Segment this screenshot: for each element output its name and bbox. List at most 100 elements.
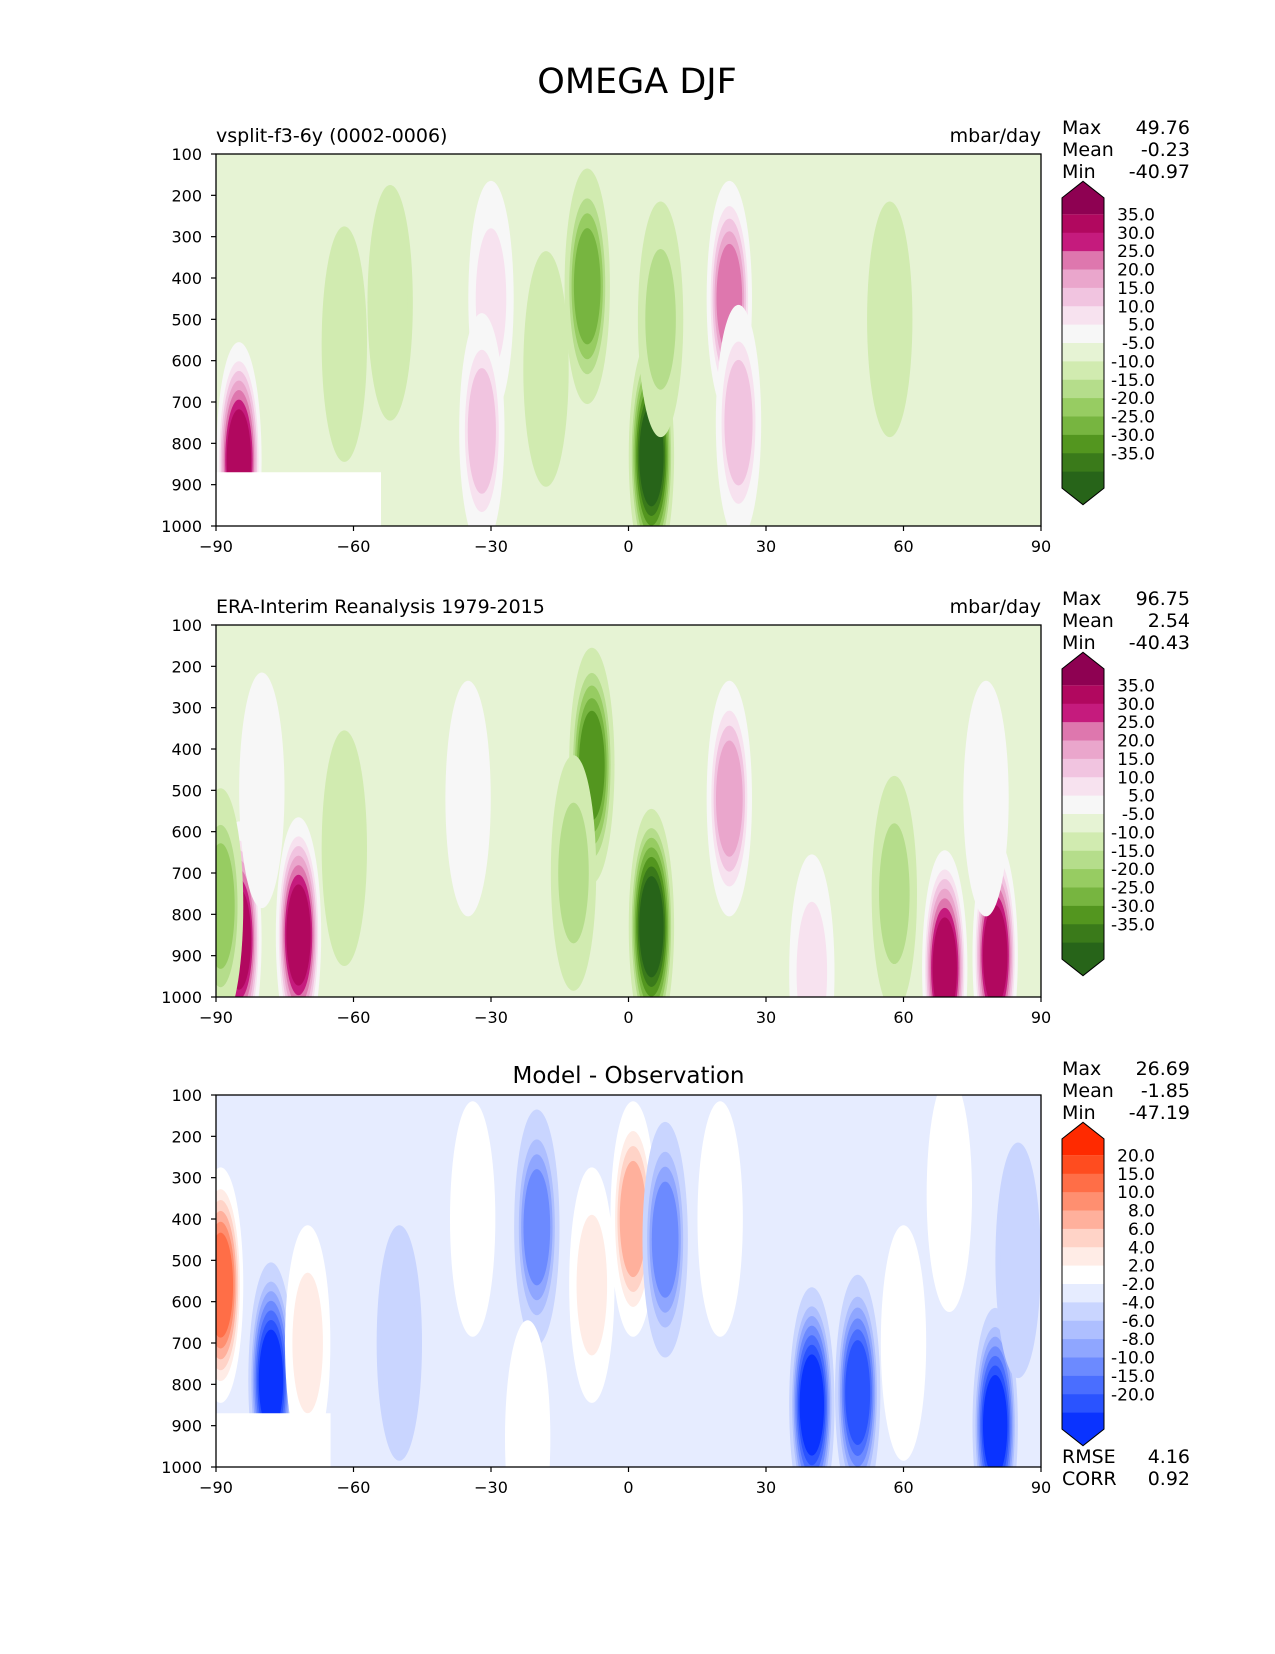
x-tick-label: 30 [756, 1008, 776, 1027]
colorbar-label: -10.0 [1111, 823, 1155, 843]
x-tick-label: −60 [337, 1478, 371, 1497]
y-tick-label: 900 [171, 1417, 202, 1436]
colorbar-label: -35.0 [1111, 915, 1155, 935]
contour-blob [724, 359, 753, 486]
colorbar-segment [1062, 924, 1104, 944]
colorbar-label: 25.0 [1117, 242, 1155, 262]
y-tick-label: 700 [171, 864, 202, 883]
x-tick-label: 0 [623, 537, 633, 556]
colorbar-segment [1062, 740, 1104, 760]
contour-blob [931, 1109, 967, 1279]
surface-mask [216, 472, 381, 526]
contour-blob [372, 218, 408, 388]
panel-title: Model - Observation [512, 1063, 744, 1089]
stat-label: Min [1062, 161, 1096, 183]
colorbar-label: 35.0 [1117, 676, 1155, 696]
stat-value: 2.54 [1148, 610, 1190, 632]
y-tick-label: 100 [171, 145, 202, 164]
colorbar-label: 20.0 [1117, 261, 1155, 281]
contour-blob [244, 706, 280, 875]
colorbar-segment [1062, 795, 1104, 815]
colorbar-segment [1062, 887, 1104, 907]
colorbar-segment [1062, 905, 1104, 925]
y-tick-label: 400 [171, 269, 202, 288]
y-tick-label: 600 [171, 1293, 202, 1312]
x-tick-label: −90 [199, 537, 233, 556]
colorbar-label: 6.0 [1128, 1220, 1155, 1240]
y-tick-label: 700 [171, 393, 202, 412]
colorbar-segment [1062, 343, 1104, 362]
colorbar-label: -35.0 [1111, 444, 1155, 464]
x-tick-label: −90 [199, 1478, 233, 1497]
contour-blob [639, 876, 664, 978]
stat-value: -1.85 [1141, 1080, 1190, 1102]
colorbar-label: -2.0 [1122, 1275, 1155, 1295]
colorbar-extend-max [1062, 181, 1104, 215]
x-tick-label: 30 [756, 537, 776, 556]
stat-label: Max [1062, 588, 1101, 610]
colorbar-label: 30.0 [1117, 224, 1155, 244]
x-tick-label: −60 [337, 1008, 371, 1027]
x-tick-label: 90 [1031, 537, 1051, 556]
contour-blob [702, 1134, 738, 1304]
colorbar-label: -15.0 [1111, 1367, 1155, 1387]
contour-blob [886, 1258, 921, 1428]
contour-blob [450, 714, 486, 883]
y-tick-label: 300 [171, 228, 202, 247]
contour-blob [879, 823, 910, 965]
footer-stat-value: 4.16 [1148, 1446, 1190, 1468]
colorbar-label: 10.0 [1117, 297, 1155, 317]
y-tick-label: 100 [171, 1086, 202, 1105]
colorbar-extend-min [1062, 942, 1104, 976]
y-tick-label: 300 [171, 699, 202, 718]
y-tick-label: 1000 [161, 517, 202, 536]
contour-blob [528, 284, 564, 454]
colorbar-label: -10.0 [1111, 352, 1155, 372]
colorbar-label: 4.0 [1128, 1238, 1155, 1258]
contour-blob [799, 1354, 825, 1456]
y-tick-label: 300 [171, 1169, 202, 1188]
footer-stat-label: RMSE [1062, 1446, 1116, 1468]
colorbar-segment [1062, 1357, 1104, 1377]
footer-stat-label: CORR [1062, 1468, 1117, 1490]
stat-value: -0.23 [1141, 139, 1190, 161]
colorbar-segment [1062, 814, 1104, 833]
colorbar-segment [1062, 1375, 1104, 1395]
y-tick-label: 500 [171, 1251, 202, 1270]
colorbar-segment [1062, 1228, 1104, 1248]
contour-blob [932, 917, 957, 997]
surface-mask [216, 1413, 331, 1467]
colorbar-segment [1062, 777, 1104, 797]
colorbar-extend-max [1062, 652, 1104, 686]
contour-blob [258, 1329, 284, 1431]
y-tick-label: 800 [171, 905, 202, 924]
colorbar: 35.030.025.020.015.010.05.0-5.0-10.0-15.… [1061, 180, 1155, 506]
x-tick-label: −30 [474, 1008, 508, 1027]
contour-blob [651, 1181, 679, 1298]
contour-blob [467, 368, 496, 494]
contour-blob [558, 802, 589, 944]
colorbar-label: -10.0 [1111, 1349, 1155, 1369]
contour-blob [510, 1353, 546, 1467]
contour-blob [645, 248, 676, 390]
panel-title: ERA-Interim Reanalysis 1979-2015 [216, 596, 545, 618]
colorbar-label: -20.0 [1111, 860, 1155, 880]
colorbar-segment [1062, 758, 1104, 778]
colorbar-label: -25.0 [1111, 408, 1155, 428]
y-tick-label: 400 [171, 740, 202, 759]
colorbar-segment [1062, 232, 1104, 252]
colorbar-label: 20.0 [1117, 732, 1155, 752]
colorbar-segment [1062, 434, 1104, 454]
colorbar-segment [1062, 1192, 1104, 1211]
colorbar-outline [1061, 180, 1105, 506]
colorbar-segment [1062, 251, 1104, 270]
colorbar-extend-min [1062, 1412, 1104, 1446]
stat-value: 49.76 [1136, 117, 1190, 139]
y-tick-label: 800 [171, 434, 202, 453]
stat-label: Min [1062, 1102, 1096, 1124]
colorbar-segment [1062, 832, 1104, 852]
x-tick-label: −60 [337, 537, 371, 556]
colorbar-label: -30.0 [1111, 426, 1155, 446]
